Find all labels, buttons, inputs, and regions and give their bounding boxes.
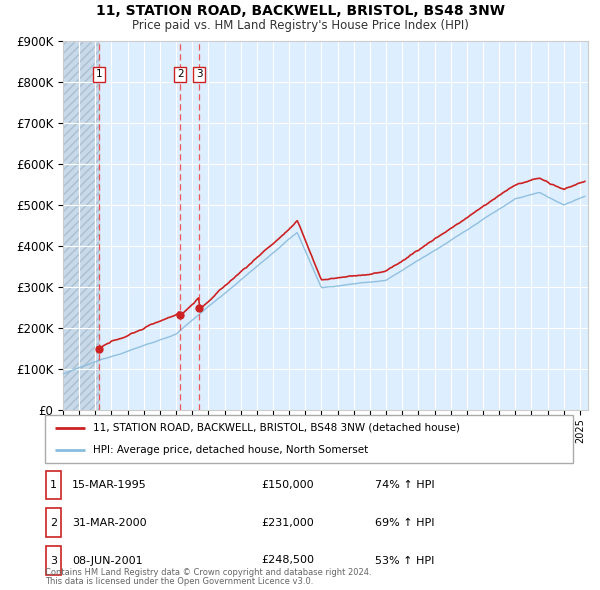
Text: 08-JUN-2001: 08-JUN-2001 xyxy=(72,556,143,565)
Bar xyxy=(63,41,98,410)
Text: 1: 1 xyxy=(50,480,57,490)
Text: 53% ↑ HPI: 53% ↑ HPI xyxy=(375,556,434,565)
Text: Price paid vs. HM Land Registry's House Price Index (HPI): Price paid vs. HM Land Registry's House … xyxy=(131,19,469,32)
Text: 31-MAR-2000: 31-MAR-2000 xyxy=(72,518,146,527)
Text: 3: 3 xyxy=(50,556,57,565)
Text: 15-MAR-1995: 15-MAR-1995 xyxy=(72,480,147,490)
Text: £150,000: £150,000 xyxy=(261,480,314,490)
Text: 74% ↑ HPI: 74% ↑ HPI xyxy=(375,480,434,490)
Text: 11, STATION ROAD, BACKWELL, BRISTOL, BS48 3NW (detached house): 11, STATION ROAD, BACKWELL, BRISTOL, BS4… xyxy=(92,423,460,433)
Text: £231,000: £231,000 xyxy=(261,518,314,527)
Text: 11, STATION ROAD, BACKWELL, BRISTOL, BS48 3NW: 11, STATION ROAD, BACKWELL, BRISTOL, BS4… xyxy=(95,4,505,18)
Text: 69% ↑ HPI: 69% ↑ HPI xyxy=(375,518,434,527)
Text: 3: 3 xyxy=(196,70,203,80)
Text: This data is licensed under the Open Government Licence v3.0.: This data is licensed under the Open Gov… xyxy=(45,577,313,586)
Text: 2: 2 xyxy=(177,70,184,80)
Bar xyxy=(63,41,98,410)
Text: HPI: Average price, detached house, North Somerset: HPI: Average price, detached house, Nort… xyxy=(92,445,368,455)
Text: 2: 2 xyxy=(50,518,57,527)
Text: £248,500: £248,500 xyxy=(261,556,314,565)
Text: Contains HM Land Registry data © Crown copyright and database right 2024.: Contains HM Land Registry data © Crown c… xyxy=(45,568,371,577)
Text: 1: 1 xyxy=(95,70,102,80)
